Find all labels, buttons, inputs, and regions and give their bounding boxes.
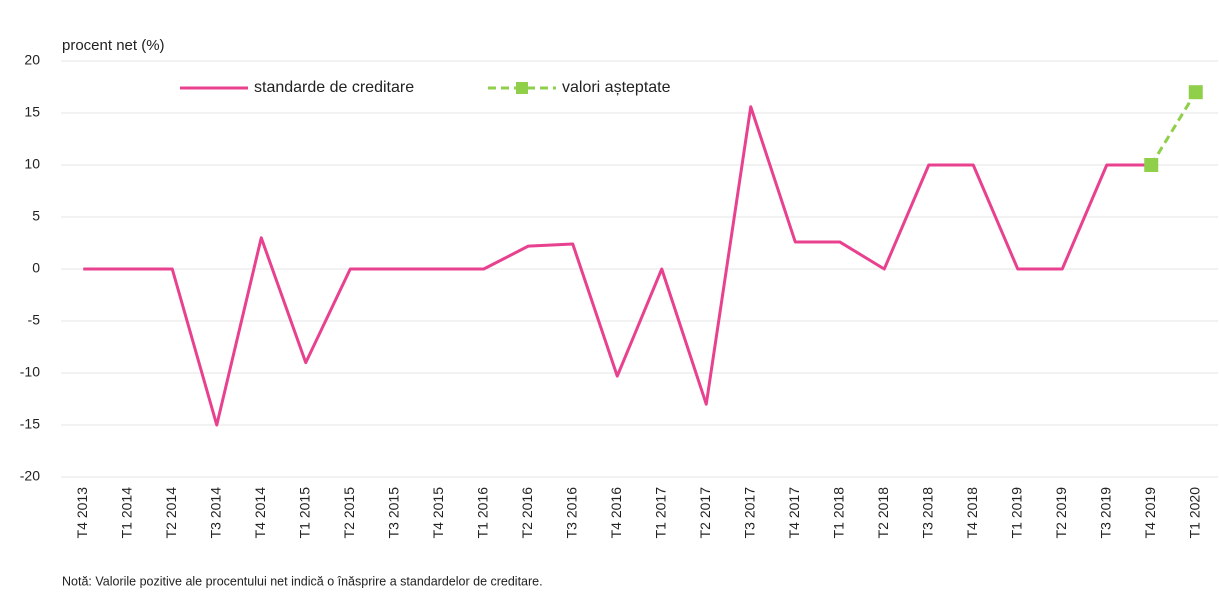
y-axis-label: procent net (%) — [62, 37, 165, 54]
x-tick-label: T4 2014 — [252, 487, 268, 539]
note: Notă: Valorile pozitive ale procentului … — [62, 574, 543, 588]
y-tick-label: 5 — [32, 208, 40, 224]
x-tick-label: T3 2018 — [919, 487, 935, 539]
y-tick-label: 10 — [24, 156, 40, 172]
x-tick-label: T2 2015 — [341, 487, 357, 539]
x-tick-label: T4 2017 — [786, 487, 802, 539]
x-tick-label: T4 2015 — [430, 487, 446, 539]
x-tick-label: T2 2014 — [163, 487, 179, 539]
x-tick-label: T1 2018 — [830, 487, 846, 539]
legend-label: valori așteptate — [562, 79, 671, 96]
x-tick-label: T1 2014 — [118, 487, 134, 539]
x-tick-label: T1 2017 — [652, 487, 668, 539]
x-tick-label: T3 2019 — [1097, 487, 1113, 539]
y-tick-label: -15 — [20, 416, 40, 432]
point-marker — [1188, 85, 1203, 100]
x-tick-label: T2 2018 — [875, 487, 891, 539]
y-tick-label: 0 — [32, 260, 40, 276]
y-tick-label: 15 — [24, 104, 40, 120]
x-tick-label: T3 2014 — [207, 487, 223, 539]
y-tick-label: -20 — [20, 468, 40, 484]
y-tick-label: -10 — [20, 364, 40, 380]
x-tick-label: T2 2019 — [1053, 487, 1069, 539]
x-tick-label: T3 2017 — [741, 487, 757, 539]
x-tick-label: T4 2018 — [964, 487, 980, 539]
x-tick-label: T1 2020 — [1186, 487, 1202, 539]
series-line — [1149, 91, 1198, 166]
x-tick-label: T2 2016 — [519, 487, 535, 539]
legend-marker — [516, 82, 528, 94]
point-marker — [1144, 158, 1159, 172]
x-tick-label: T1 2015 — [296, 487, 312, 539]
x-tick-label: T4 2019 — [1142, 487, 1158, 539]
y-tick-label: -5 — [28, 312, 41, 328]
x-tick-label: T3 2015 — [385, 487, 401, 539]
series-line — [83, 105, 1152, 427]
x-tick-label: T1 2019 — [1008, 487, 1024, 539]
x-tick-label: T3 2016 — [563, 487, 579, 539]
x-tick-label: T2 2017 — [697, 487, 713, 539]
x-tick-label: T4 2016 — [608, 487, 624, 539]
x-tick-label: T1 2016 — [474, 487, 490, 539]
y-tick-label: 20 — [24, 52, 40, 68]
legend-label: standarde de creditare — [254, 79, 414, 96]
x-tick-label: T4 2013 — [74, 487, 90, 539]
